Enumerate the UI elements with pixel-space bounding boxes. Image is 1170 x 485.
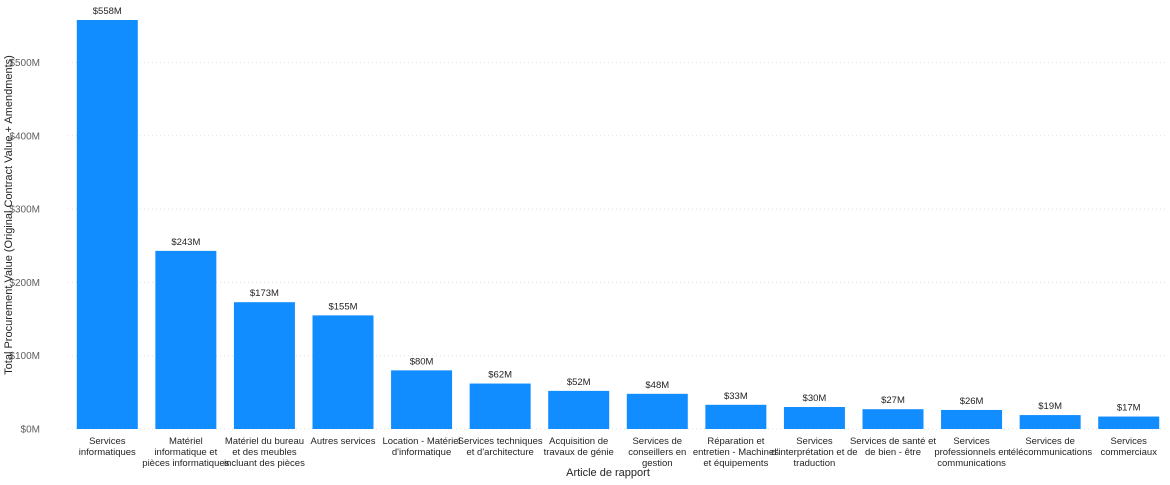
x-tick-label-line: Services [953,436,990,447]
x-tick-label: Services de santé et de bien - être [850,436,936,458]
x-tick-label-line: Réparation et [707,436,764,447]
x-tick-label-line: commerciaux [1100,447,1157,458]
y-tick-label: $200M [9,278,40,289]
x-tick-label-line: entretien - Machines [693,447,779,458]
x-tick-label-line: communications [937,458,1006,469]
x-tick-label-line: travaux de génie [544,447,614,458]
x-tick-label-line: informatiques [79,447,136,458]
data-label: $17M [1117,403,1141,414]
y-tick-label: $0M [21,425,40,436]
data-label: $173M [250,288,279,299]
bar[interactable] [1019,415,1081,429]
x-tick-label-line: et d'architecture [466,447,533,458]
x-tick-label-line: Services [89,436,126,447]
x-tick-label: Réparation et entretien - Machines et équi… [693,436,779,469]
y-tick-label: $500M [9,58,40,69]
x-tick-label-line: Services de [1025,436,1075,447]
x-tick-label-line: et équipements [703,458,768,469]
x-tick-label: Location - Matériel d'informatique [382,436,460,458]
x-tick-label: Services professionnels en communications [934,436,1008,469]
bar[interactable] [941,409,1003,429]
x-tick-label-line: d'informatique [392,447,451,458]
data-label: $27M [881,395,905,406]
data-label: $30M [803,393,827,404]
bars [76,20,1160,429]
data-label: $19M [1038,401,1062,412]
x-tick-label: Autres services [311,436,376,447]
gridlines [68,62,1168,430]
data-label: $62M [488,370,512,381]
x-tick-label: Services de conseillers en gestion [628,436,686,469]
x-tick-label-line: conseillers en [628,447,686,458]
x-tick-label: Services de télécommunications [1008,436,1092,458]
data-label: $558M [93,6,122,17]
x-tick-label-line: Services de santé et [850,436,936,447]
bar[interactable] [312,315,374,429]
x-tick-label-line: Location - Matériel [382,436,460,447]
data-label: $33M [724,391,748,402]
y-tick-label: $100M [9,351,40,362]
bar[interactable] [233,302,295,429]
bar[interactable] [76,20,138,429]
x-tick-label-line: professionnels en [934,447,1008,458]
x-axis-title: Article de rapport [566,467,650,479]
x-tick-label-line: Matériel du bureau [225,436,304,447]
x-tick-label: Services commerciaux [1100,436,1157,458]
x-tick-label-line: Services [1110,436,1147,447]
data-label: $155M [328,301,357,312]
x-tick-label-line: pièces informatiques [142,458,229,469]
bar[interactable] [391,370,453,429]
data-label: $48M [645,380,669,391]
bar[interactable] [862,409,924,429]
bar[interactable] [783,407,845,429]
x-tick-label-line: et des meubles [232,447,297,458]
x-tick-label-line: traduction [794,458,836,469]
x-tick-label: Services d'interprétation et de traduction [771,436,857,469]
bar[interactable] [548,390,610,429]
x-tick-label-line: Services de [632,436,682,447]
x-tick-label: Services techniques et d'architecture [458,436,543,458]
data-labels: $558M $243M $173M $155M $80M $62M $52M $48M $33M… [93,6,1141,414]
x-tick-label-line: Autres services [311,436,376,447]
x-tick-label-line: de bien - être [865,447,921,458]
bar[interactable] [705,404,767,429]
y-tick-label: $400M [9,131,40,142]
bar[interactable] [469,383,531,429]
x-tick-label-line: Services techniques [458,436,543,447]
x-tick-label-line: Matériel [169,436,203,447]
x-tick-label: Matériel du bureau et des meubles incluant… [224,436,305,469]
x-tick-label: Services informatiques [79,436,136,458]
x-tick-label-line: incluant des pièces [224,458,305,469]
data-label: $52M [567,377,591,388]
data-label: $80M [410,356,434,367]
data-label: $243M [171,237,200,248]
x-tick-label: Matériel informatique et pièces informatiq… [142,436,229,469]
x-tick-label-line: Services [796,436,833,447]
x-tick-label: Acquisition de travaux de génie [544,436,614,458]
x-tick-label-line: gestion [642,458,673,469]
y-axis-ticks: $0M $100M $200M $300M $400M $500M [9,58,40,435]
y-tick-label: $300M [9,205,40,216]
x-tick-label-line: Acquisition de [549,436,608,447]
bar[interactable] [155,250,217,429]
x-tick-label-line: informatique et [154,447,217,458]
data-label: $26M [960,396,984,407]
x-tick-label-line: télécommunications [1008,447,1092,458]
bar[interactable] [626,393,688,429]
bar[interactable] [1098,416,1160,429]
x-tick-label-line: d'interprétation et de [771,447,857,458]
y-axis-title: Total Procurement Value (Original Contra… [3,55,15,375]
